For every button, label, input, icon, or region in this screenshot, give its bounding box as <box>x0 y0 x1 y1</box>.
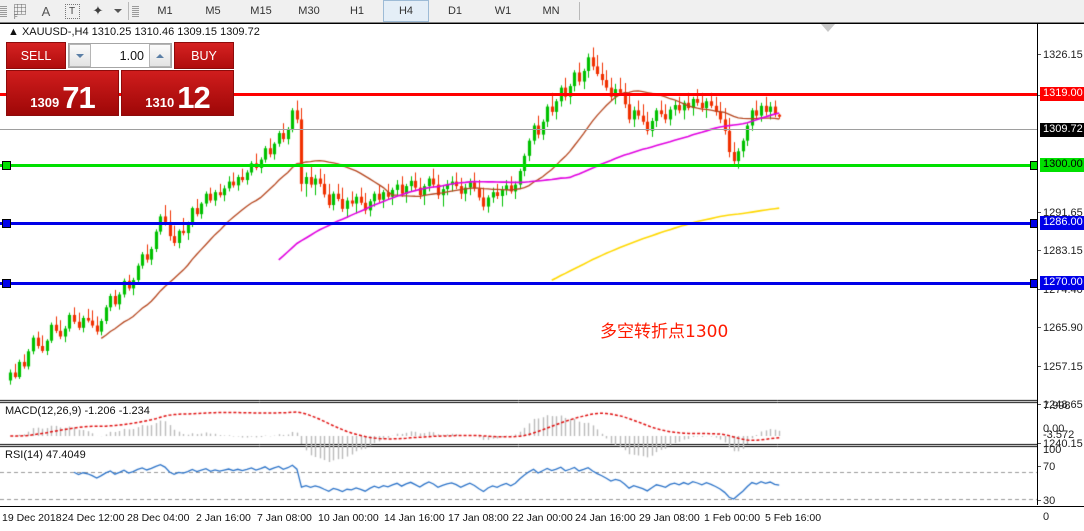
time-label: 2 Jan 16:00 <box>196 512 251 524</box>
price-tag: 1270.00 <box>1040 276 1084 290</box>
price-tick: 1248.65 <box>1038 400 1083 411</box>
level-line-1319-00[interactable] <box>0 93 1037 96</box>
buy-price-cell[interactable]: 1310 12 <box>121 70 234 116</box>
level-handle[interactable] <box>2 279 11 288</box>
text-label-icon[interactable]: T <box>59 1 85 21</box>
time-label: 10 Jan 00:00 <box>318 512 379 524</box>
sell-price-cell[interactable]: 1309 71 <box>6 70 119 116</box>
price-tick: 1283.15 <box>1038 246 1083 257</box>
price-tag: 1286.00 <box>1040 216 1084 230</box>
rsi-tick: 70 <box>1038 462 1055 473</box>
level-line-1309-72[interactable] <box>0 129 1037 130</box>
macd-indicator-title: MACD(12,26,9) -1.206 -1.234 <box>3 405 152 417</box>
symbol-ohlc-label: ▲ XAUUSD-,H4 1310.25 1310.46 1309.15 130… <box>8 26 260 38</box>
timeframe-m5[interactable]: M5 <box>205 5 221 17</box>
price-tick: 1265.90 <box>1038 323 1083 334</box>
level-line-1300-00[interactable] <box>0 164 1037 167</box>
buy-price-pips: 12 <box>177 80 210 115</box>
volume-input[interactable]: 1.00 <box>119 48 144 63</box>
buy-button[interactable]: BUY <box>174 42 234 69</box>
timeframe-m1[interactable]: M1 <box>157 5 173 17</box>
volume-decrease-button[interactable] <box>69 44 91 67</box>
price-tag: 1309.72 <box>1040 123 1084 137</box>
timeframe-h1[interactable]: H1 <box>349 5 365 17</box>
macd-tick: 0.00 <box>1043 423 1065 435</box>
time-label: 29 Jan 08:00 <box>639 512 700 524</box>
price-tag: 1319.00 <box>1040 87 1084 101</box>
rsi-tick: 100 <box>1043 444 1062 456</box>
scroll-anchor-marker[interactable] <box>821 24 835 32</box>
sell-price-figure: 1309 <box>30 95 60 110</box>
caret-up-icon <box>156 53 164 58</box>
volume-increase-button[interactable] <box>149 44 171 67</box>
chart-frame: 多空转折点1300 MACD(12,26,9) -1.206 -1.234 RS… <box>0 23 1084 530</box>
macd-tick: 7.998 <box>1043 400 1071 412</box>
time-label: 19 Dec 2018 <box>2 512 62 524</box>
time-label: 28 Dec 04:00 <box>127 512 190 524</box>
time-label: 17 Jan 08:00 <box>448 512 509 524</box>
price-axis-line <box>1037 24 1038 505</box>
time-axis[interactable]: 19 Dec 2018 24 Dec 12:00 28 Dec 04:00 2 Jan… <box>0 506 1084 531</box>
time-label: 14 Jan 16:00 <box>384 512 445 524</box>
trade-panel-prices: 1309 71 1310 12 <box>6 70 234 116</box>
time-label: 24 Dec 12:00 <box>62 512 125 524</box>
timeframe-d1[interactable]: D1 <box>447 5 463 17</box>
time-label: 1 Feb 00:00 <box>704 512 761 524</box>
price-tag: 1300.00 <box>1040 158 1084 172</box>
level-handle[interactable] <box>1030 161 1037 170</box>
one-click-trading-panel: SELL 1.00 BUY 1309 71 1 <box>6 42 234 117</box>
level-line-1286-00[interactable] <box>0 222 1037 225</box>
timeframe-w1[interactable]: W1 <box>494 5 512 17</box>
level-handle[interactable] <box>1030 219 1037 228</box>
timeframe-mn[interactable]: MN <box>542 5 560 17</box>
volume-stepper[interactable]: 1.00 <box>68 43 172 68</box>
chevron-down-icon <box>114 9 122 13</box>
objects-dropdown-icon[interactable] <box>111 1 125 21</box>
toolbar-divider <box>128 2 129 20</box>
level-handle[interactable] <box>2 161 11 170</box>
time-label: 5 Feb 16:00 <box>765 512 822 524</box>
price-tick: 1240.15 <box>1038 439 1083 450</box>
text-a-icon[interactable]: A <box>41 3 51 19</box>
price-plot-area[interactable]: 多空转折点1300 MACD(12,26,9) -1.206 -1.234 RS… <box>0 24 1037 505</box>
toolbar-divider-2 <box>579 2 580 20</box>
rsi-tick: 0 <box>1043 511 1050 523</box>
rsi-indicator-title: RSI(14) 47.4049 <box>3 449 88 461</box>
macd-tick: -3.572 <box>1043 429 1075 441</box>
chart-annotation: 多空转折点1300 <box>600 322 729 342</box>
toolbar-grip[interactable] <box>0 2 7 20</box>
timeframe-h4[interactable]: H4 <box>383 0 429 22</box>
price-tick: 1257.15 <box>1038 362 1083 373</box>
trade-panel-top-row: SELL 1.00 BUY <box>6 42 234 69</box>
caret-down-icon <box>76 53 84 58</box>
crosshair-grid-icon[interactable]: F <box>7 1 33 21</box>
timeframe-m15[interactable]: M15 <box>250 5 272 17</box>
level-handle[interactable] <box>2 219 11 228</box>
time-label: 22 Jan 00:00 <box>512 512 573 524</box>
time-label: 24 Jan 16:00 <box>575 512 636 524</box>
price-tick: 1291.65 <box>1038 208 1083 219</box>
chart-toolbar: F A T ✦ M1 M5 M15 M30 H1 H4 D1 W1 MN <box>0 0 1084 23</box>
level-line-1270-00[interactable] <box>0 282 1037 285</box>
buy-price-figure: 1310 <box>145 95 175 110</box>
price-tick: 1274.40 <box>1038 285 1083 296</box>
timeframe-m30[interactable]: M30 <box>298 5 320 17</box>
sell-price-pips: 71 <box>62 80 95 115</box>
text-label-glyph: T <box>64 3 80 19</box>
rsi-tick: 30 <box>1038 496 1055 507</box>
svg-text:F: F <box>14 15 18 19</box>
level-handle[interactable] <box>1030 279 1037 288</box>
price-tick: 1326.15 <box>1038 50 1083 61</box>
sell-button[interactable]: SELL <box>6 42 66 69</box>
time-label: 7 Jan 08:00 <box>257 512 312 524</box>
timeframe-bar: M1 M5 M15 M30 H1 H4 D1 W1 MN <box>143 0 573 22</box>
price-axis[interactable]: 1326.151317.401291.651283.151274.401265.… <box>1038 24 1084 523</box>
objects-icon[interactable]: ✦ <box>92 3 104 18</box>
timeframe-grip[interactable] <box>132 2 139 20</box>
